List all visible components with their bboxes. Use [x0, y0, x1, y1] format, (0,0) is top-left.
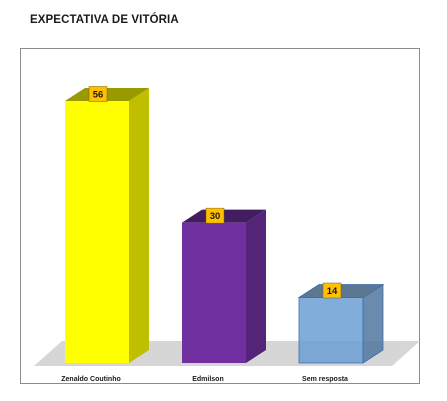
bar-1: [65, 88, 149, 363]
x-tick-label-2: Edmilson: [192, 376, 224, 383]
x-tick-label-1: Zenaldo Coutinho: [61, 376, 121, 383]
data-label-box-2: [205, 207, 225, 224]
bar-2: [182, 209, 266, 363]
bar-side-1: [129, 88, 149, 363]
bar-front-3: [298, 297, 364, 364]
bar-front-1: [65, 101, 129, 363]
data-label-2: 30: [210, 211, 221, 222]
data-label-box-1: [88, 86, 108, 102]
data-label-3: 14: [327, 286, 338, 297]
bar-side-3: [362, 283, 384, 364]
data-label-box-3: [322, 282, 342, 299]
data-label-1: 56: [93, 90, 104, 101]
bar-side-2: [246, 209, 266, 363]
bar-front-2: [182, 222, 246, 363]
chart-title: EXPECTATIVA DE VITÓRIA: [30, 14, 179, 26]
x-tick-label-3: Sem resposta: [302, 376, 348, 383]
